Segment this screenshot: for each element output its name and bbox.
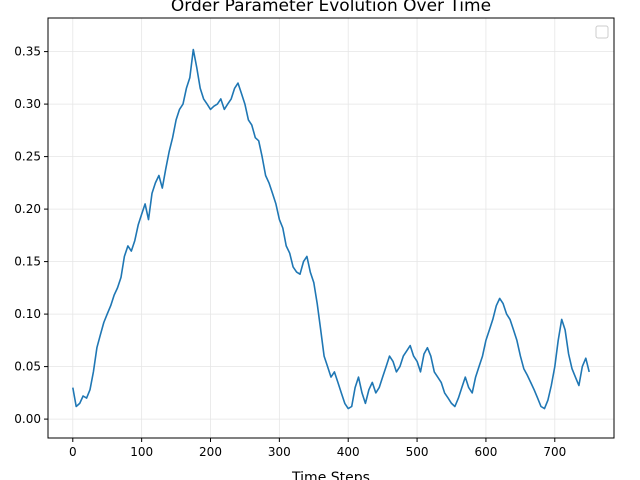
plot-frame: [47, 17, 615, 439]
y-tick-label: 0.10: [14, 307, 41, 321]
x-tick-label: 400: [337, 445, 360, 459]
x-tick-label: 600: [474, 445, 497, 459]
grid-lines: [48, 18, 614, 438]
x-axis: 0 100 200 300 400 500 600 700: [69, 438, 566, 459]
order-parameter-line: [72, 48, 590, 410]
chart-title: Order Parameter Evolution Over Time: [171, 0, 491, 16]
y-tick-label: 0.05: [14, 360, 41, 374]
x-tick-label: 500: [406, 445, 429, 459]
y-tick-label: 0.20: [14, 202, 41, 216]
legend-box: [595, 25, 609, 39]
x-tick-label: 0: [69, 445, 77, 459]
y-tick-label: 0.15: [14, 255, 41, 269]
y-tick-label: 0.30: [14, 97, 41, 111]
y-tick-label: 0.35: [14, 45, 41, 59]
x-tick-label: 300: [268, 445, 291, 459]
x-axis-title: Time Steps: [291, 470, 370, 480]
series-layer: [72, 48, 590, 410]
y-axis: 0.00 0.05 0.10 0.15 0.20 0.25 0.30 0.35: [14, 45, 48, 426]
y-tick-label: 0.25: [14, 150, 41, 164]
x-tick-label: 700: [543, 445, 566, 459]
x-tick-label: 100: [130, 445, 153, 459]
x-tick-label: 200: [199, 445, 222, 459]
y-tick-label: 0.00: [14, 412, 41, 426]
